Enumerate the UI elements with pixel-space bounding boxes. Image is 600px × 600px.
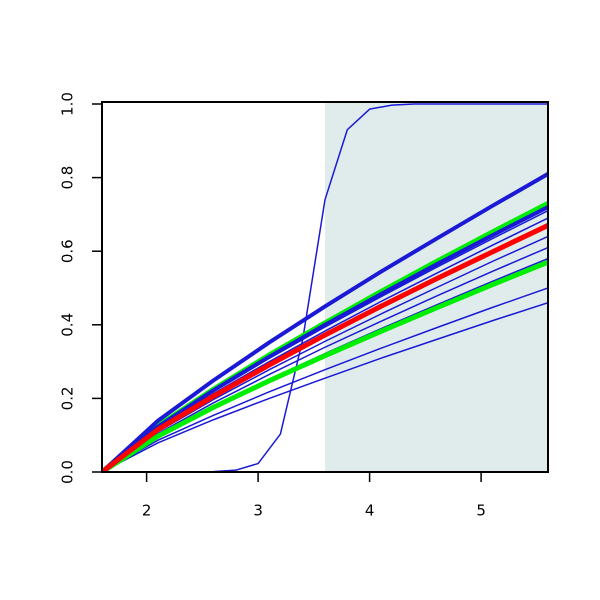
series-line <box>102 103 548 472</box>
x-tick-label: 2 <box>142 502 152 520</box>
series-line <box>102 259 548 472</box>
series-line <box>102 172 548 472</box>
y-tick-label: 0.2 <box>59 386 77 410</box>
x-tick-label: 3 <box>253 502 263 520</box>
series-line <box>102 302 548 472</box>
y-tick-label: 0.0 <box>59 460 77 484</box>
y-tick-label: 0.4 <box>59 313 77 337</box>
series-line <box>102 223 548 472</box>
series-line <box>102 287 548 472</box>
lines <box>102 103 548 472</box>
x-tick-label: 4 <box>365 502 375 520</box>
y-tick-label: 0.8 <box>59 166 77 190</box>
y-tick-label: 1.0 <box>59 92 77 116</box>
plot-box <box>101 101 549 473</box>
series-line <box>102 205 548 472</box>
x-tick-label: 5 <box>476 502 486 520</box>
y-tick-label: 0.6 <box>59 239 77 263</box>
series-line <box>102 246 548 472</box>
